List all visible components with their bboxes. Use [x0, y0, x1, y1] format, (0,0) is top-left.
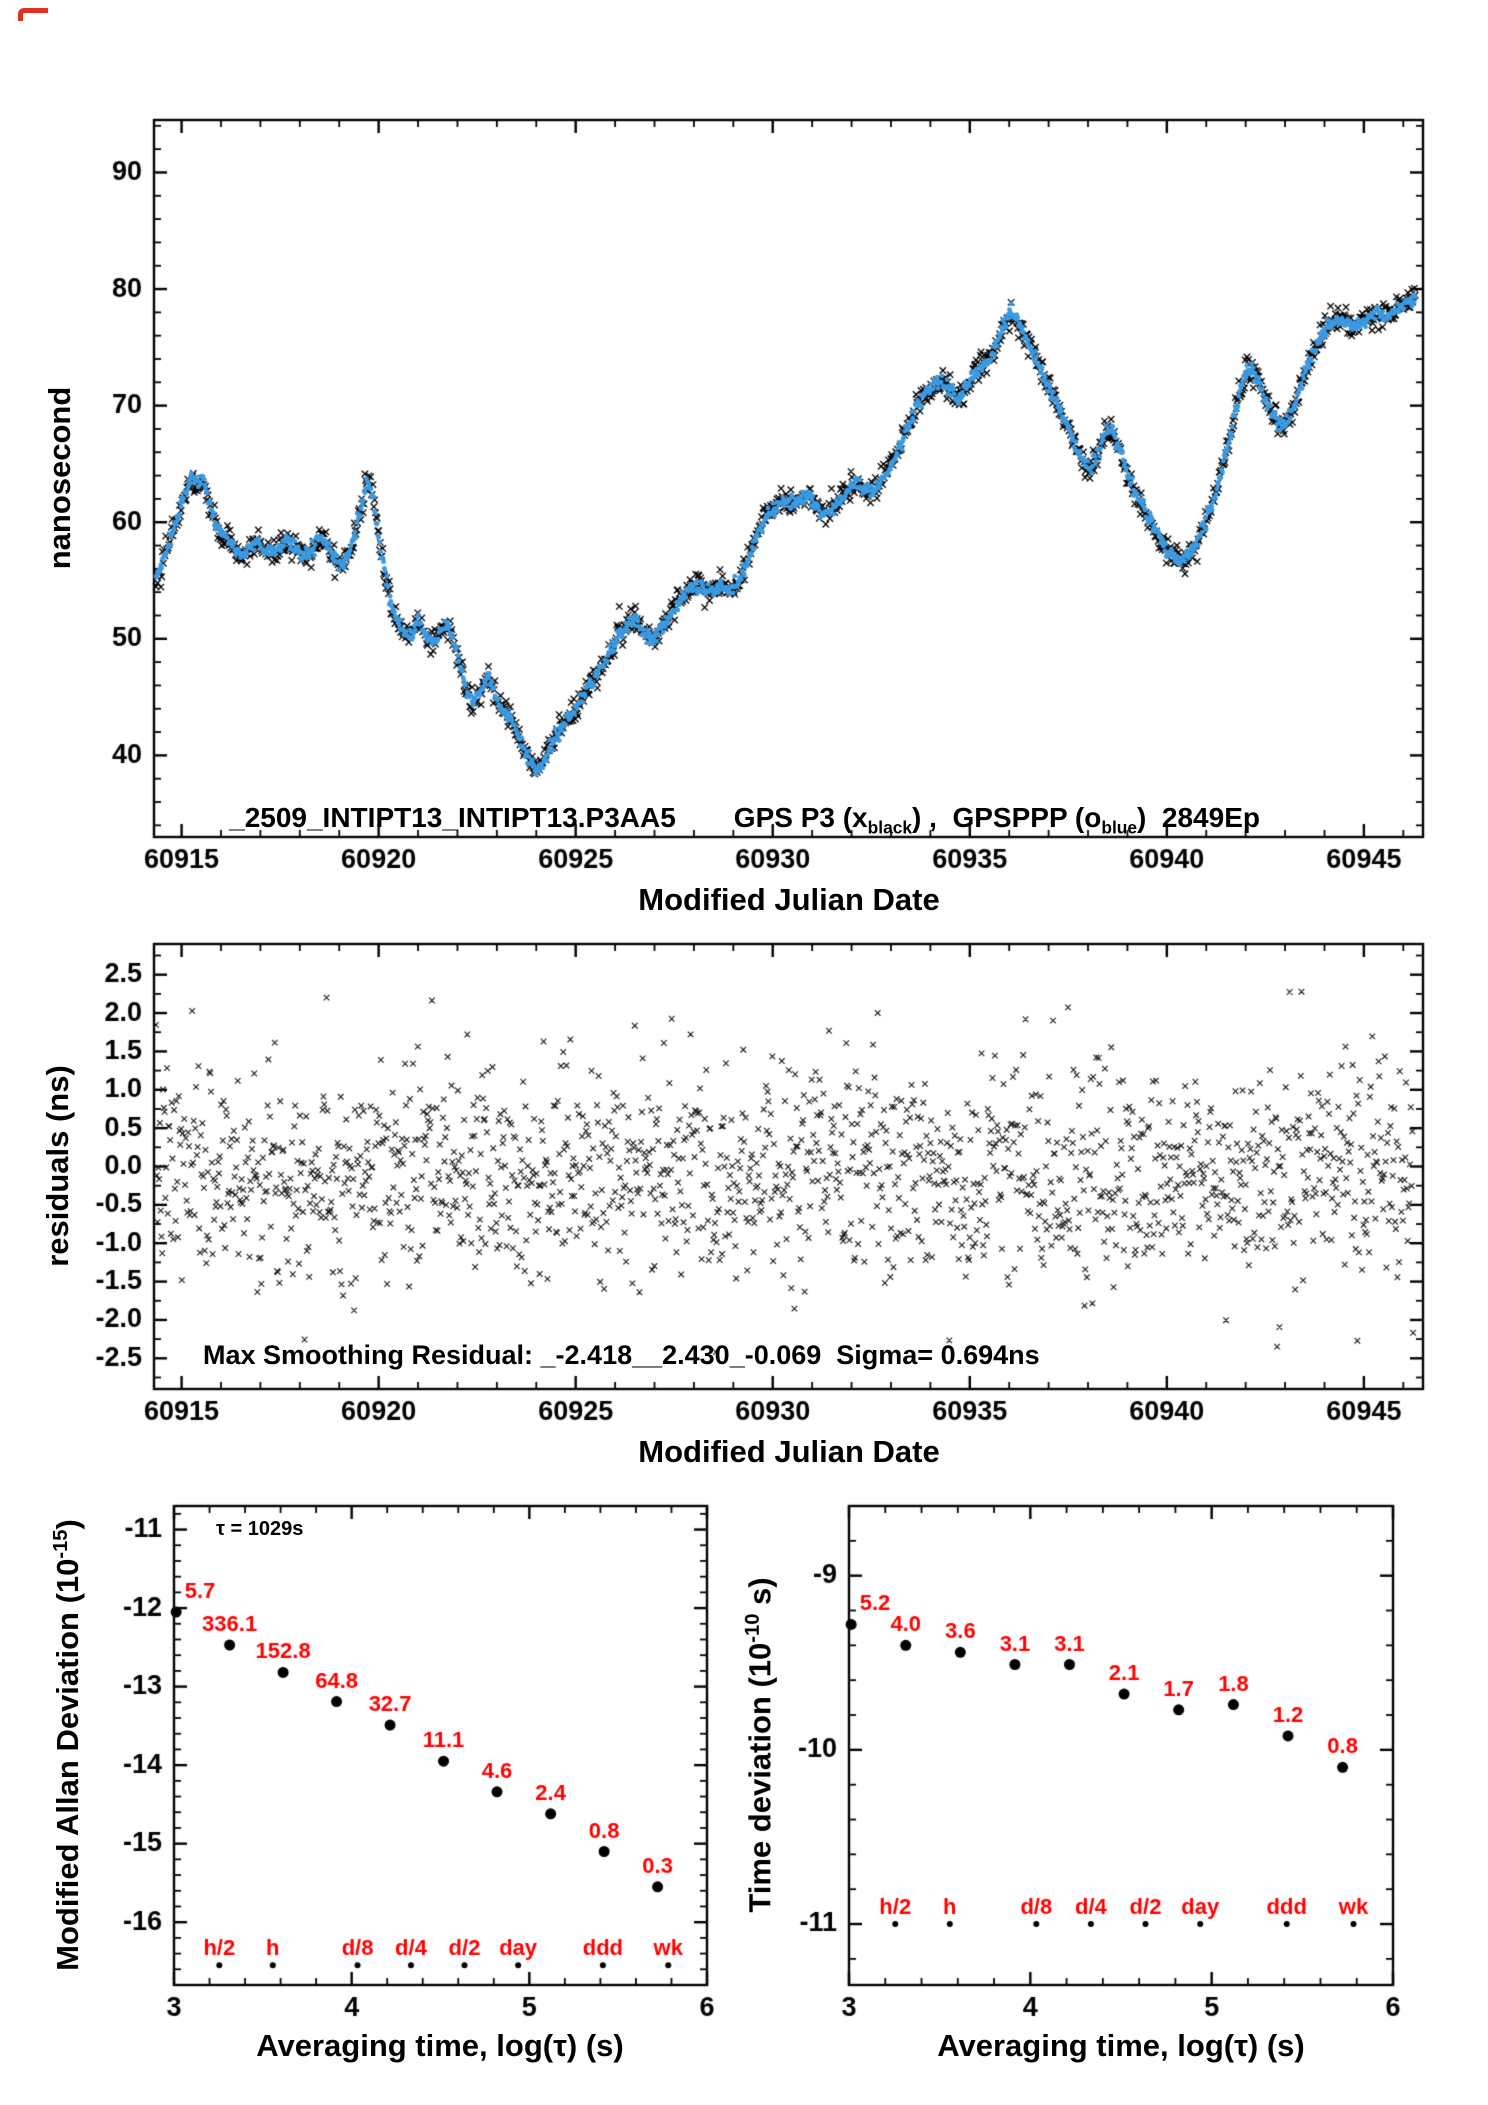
residuals-chart-canvas	[0, 930, 1488, 1480]
tdev-x-axis-title: Averaging time, log(τ) (s)	[937, 2028, 1305, 2063]
legend-series1-label: GPS P3 (x	[733, 802, 868, 833]
tdev-y-title-text: Time deviation (10	[742, 1642, 778, 1913]
legend-series2-color: blue	[1101, 817, 1138, 838]
legend-epochs: ) 2849Ep	[1137, 802, 1260, 833]
mdev-y-title-exponent: -15	[49, 1529, 72, 1559]
series-legend: GPS P3 (xblack) , GPSPPP (oblue) 2849Ep	[733, 802, 1260, 838]
top-y-axis-title: nanosecond	[42, 386, 77, 570]
tdev-y-title-exponent: -10	[741, 1613, 764, 1643]
mdev-x-axis-title: Averaging time, log(τ) (s)	[256, 2028, 624, 2063]
mdev-y-title-text: Modified Allan Deviation (10	[50, 1558, 86, 1971]
top-x-axis-title: Modified Julian Date	[638, 882, 940, 917]
residuals-stats-annotation: Max Smoothing Residual: _-2.418__2.430_-…	[203, 1340, 1040, 1370]
residuals-y-axis-title: residuals (ns)	[40, 1065, 75, 1267]
tdev-y-axis-title: Time deviation (10-10 s)	[742, 1577, 778, 1912]
legend-series1-color: black	[867, 817, 913, 838]
residuals-x-axis-title: Modified Julian Date	[638, 1434, 940, 1469]
mdev-y-title-close: )	[50, 1519, 86, 1530]
dataset-title: _2509_INTIPT13_INTIPT13.P3AA5	[229, 802, 676, 833]
tau-annotation: τ = 1029s	[216, 1518, 304, 1540]
tdev-chart-canvas	[770, 1480, 1488, 2105]
mdev-y-axis-title: Modified Allan Deviation (10-15)	[50, 1519, 86, 1971]
top-chart-caption: _2509_INTIPT13_INTIPT13.P3AA5 GPS P3 (xbl…	[198, 770, 1260, 871]
legend-separator: ) , GPSPPP (o	[912, 802, 1102, 833]
tdev-y-title-close: s)	[742, 1577, 778, 1614]
mdev-chart-canvas	[0, 1480, 770, 2105]
gps-comparison-chart-canvas	[0, 0, 1488, 930]
